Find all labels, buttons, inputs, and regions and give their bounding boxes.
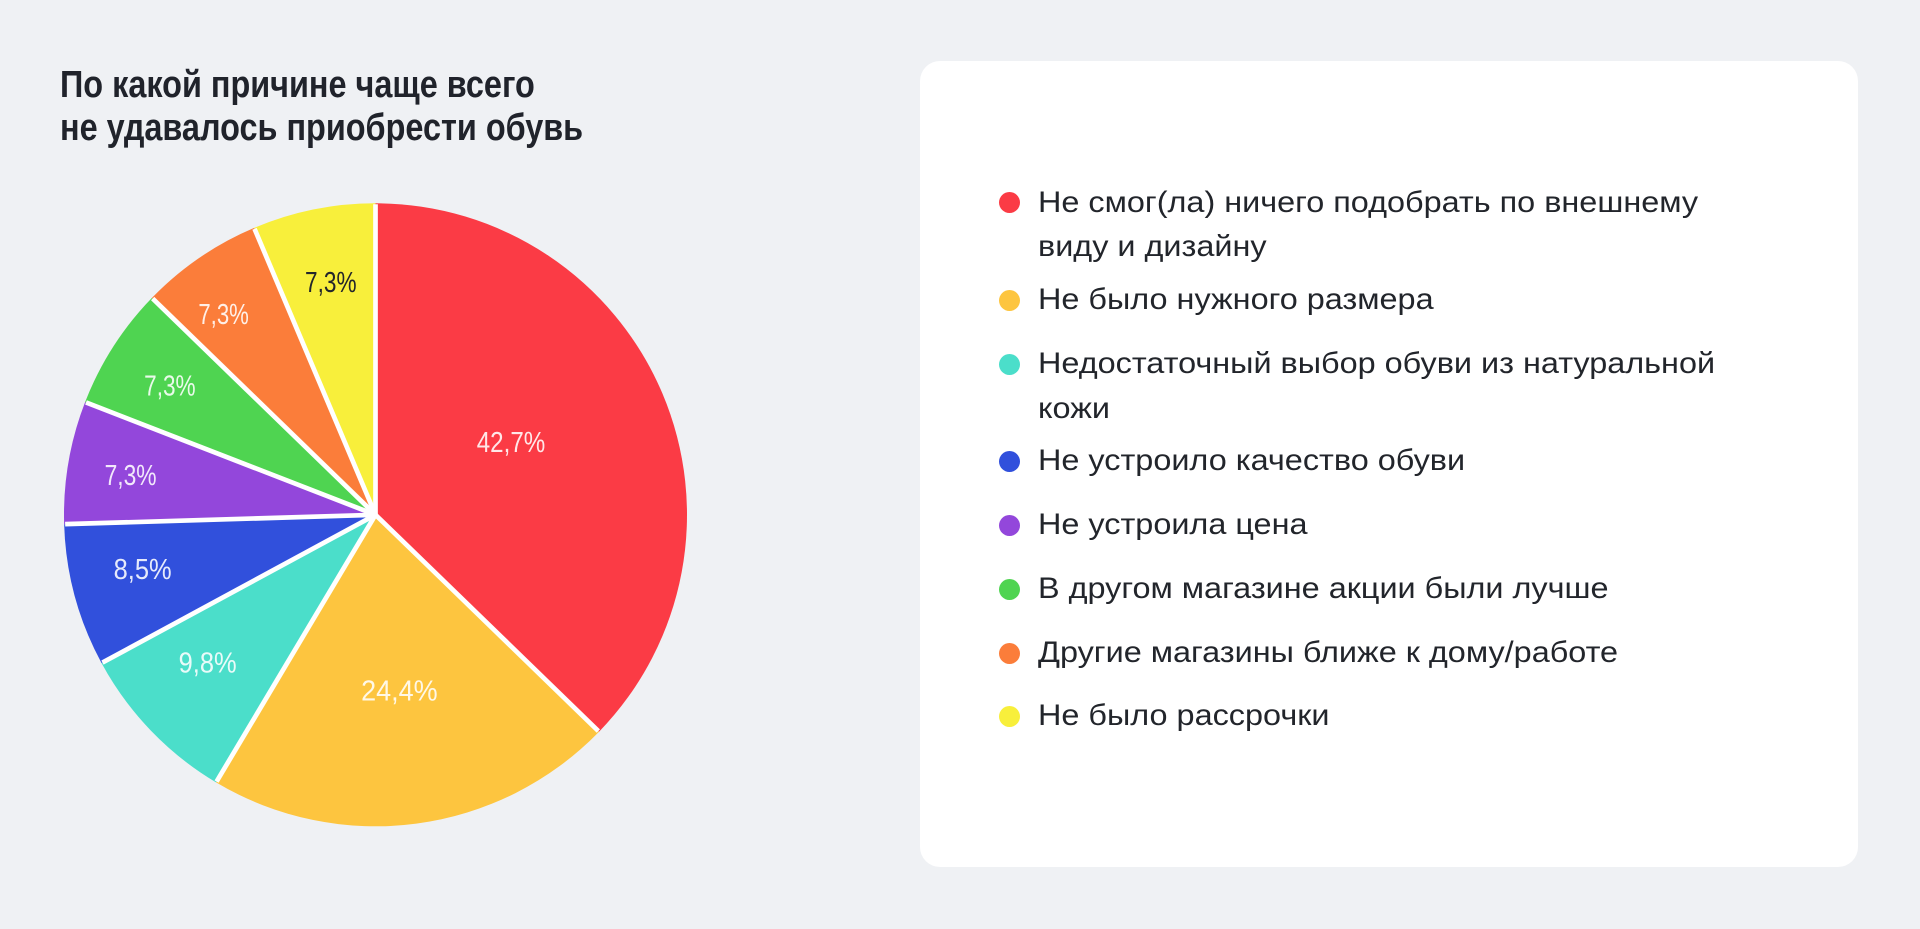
svg-text:42,7%: 42,7% [477, 427, 546, 459]
svg-text:7,3%: 7,3% [305, 267, 357, 299]
svg-text:7,3%: 7,3% [198, 299, 249, 331]
svg-text:8,5%: 8,5% [114, 554, 172, 586]
svg-text:7,3%: 7,3% [144, 370, 196, 402]
svg-text:7,3%: 7,3% [105, 460, 157, 492]
svg-text:9,8%: 9,8% [179, 647, 237, 679]
svg-text:24,4%: 24,4% [361, 675, 438, 707]
